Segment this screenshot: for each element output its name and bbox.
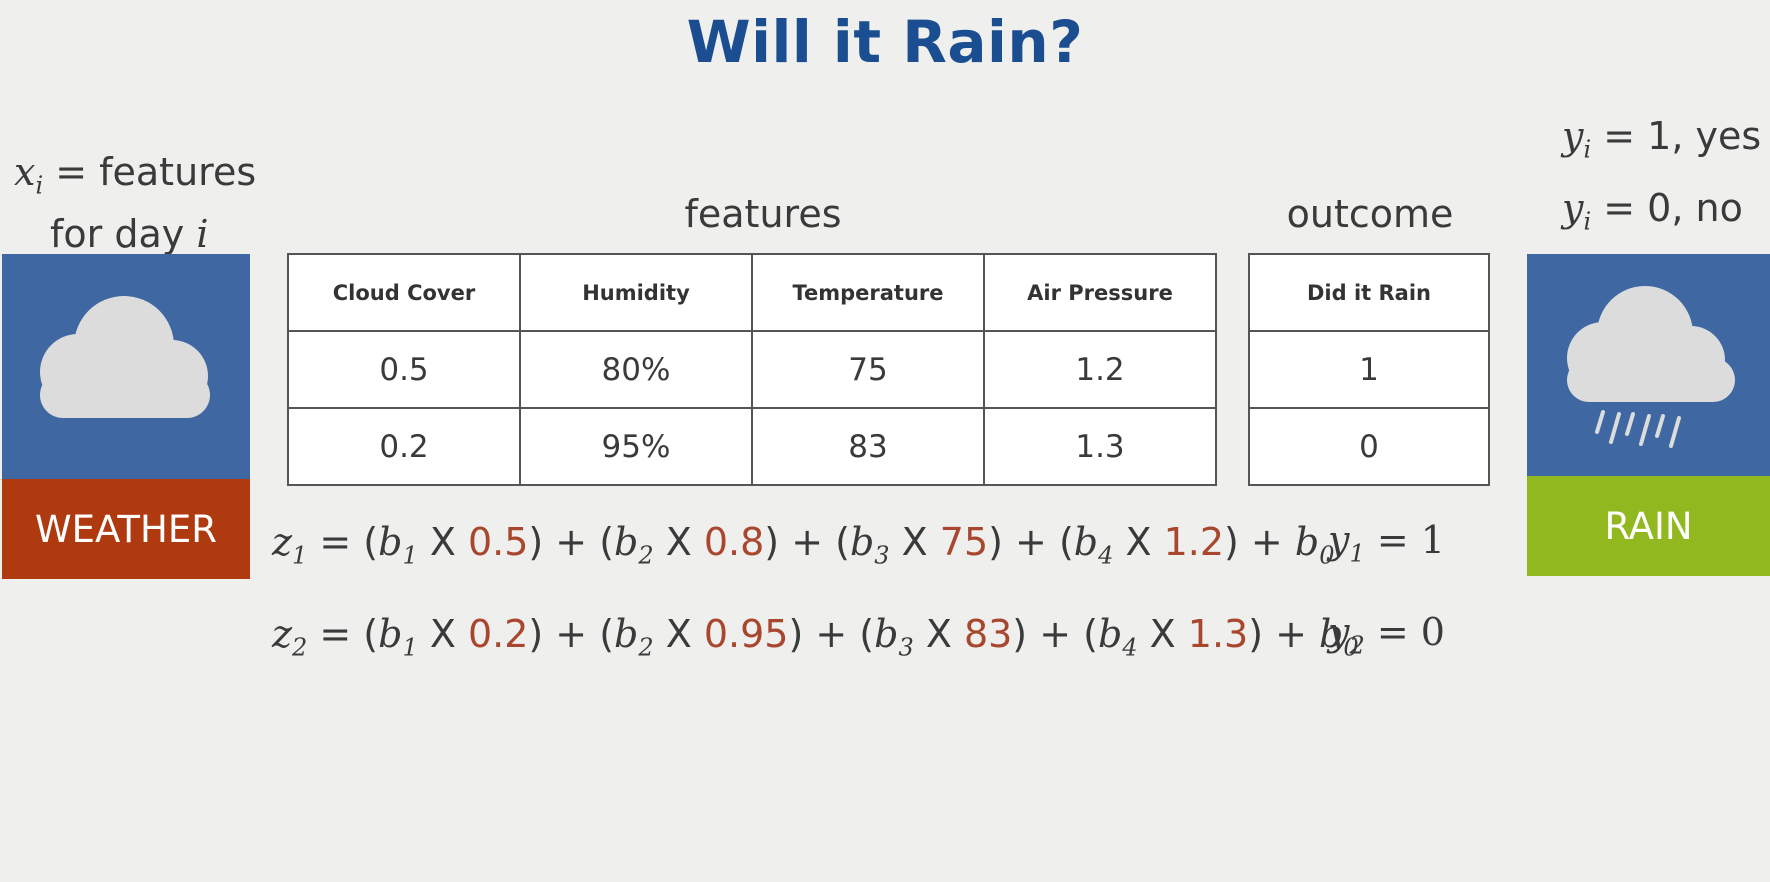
table-cell: 1 [1248,330,1490,409]
x-variable: x [14,150,36,194]
eq-coef: b [378,520,403,564]
rain-label: RAIN [1604,504,1693,548]
header-did-it-rain: Did it Rain [1248,253,1490,332]
cloud-icon [40,296,210,418]
eq-coef-sub: 4 [1122,633,1138,662]
eq-coef: b [614,520,639,564]
y-variable: y [1562,114,1584,158]
eq-lhs-var: z [272,612,293,656]
eq-value: 83 [963,612,1013,656]
eq-bias: b [1294,520,1320,564]
table-cell: 1.2 [983,330,1217,409]
eq-coef: b [1073,520,1099,564]
outcome-definition: yi = 1, yes yi = 0, no [1562,112,1762,245]
header-temperature: Temperature [751,253,985,332]
features-definition: xi = features for day i [14,148,257,258]
eq-coef-sub: 3 [874,541,890,570]
slide-title: Will it Rain? [686,8,1084,76]
eq-y-var: y [1328,610,1350,654]
features-definition-text: = features [55,150,257,194]
weather-label: WEATHER [35,507,217,551]
eq-coef-sub: 4 [1098,541,1114,570]
equation-2-label: y2 = 0 [1328,610,1445,660]
eq-coef-sub: 3 [898,633,914,662]
x-subscript: i [35,171,44,200]
eq-value: 0.5 [467,520,529,564]
eq-coef-sub: 1 [402,541,418,570]
table-row: 0.5 80% 75 1.2 [287,330,1217,409]
outcome-header-row: Did it Rain [1248,253,1490,332]
for-day-text: for day [50,211,197,256]
eq-y-sub: 2 [1349,631,1365,660]
header-humidity: Humidity [519,253,753,332]
no-definition-text: = 0, no [1603,185,1743,230]
eq-coef-sub: 1 [402,633,418,662]
eq-y-value: 1 [1420,518,1445,562]
weather-panel [2,254,250,479]
equation-1: z1 = (b1 X 0.5) + (b2 X 0.8) + (b3 X 75)… [272,520,1335,570]
eq-y-value: 0 [1420,610,1445,654]
eq-coef: b [614,612,639,656]
eq-bias-sub: 0 [1343,633,1359,662]
features-table: Cloud Cover Humidity Temperature Air Pre… [287,253,1217,486]
eq-coef-sub: 2 [638,541,654,570]
table-cell: 95% [519,407,753,486]
outcome-table: Did it Rain 1 0 [1248,253,1490,486]
yes-definition-text: = 1, yes [1603,114,1762,158]
eq-lhs-var: z [272,520,293,564]
eq-coef: b [1097,612,1123,656]
eq-value: 75 [939,520,989,564]
day-variable: i [196,211,209,256]
eq-lhs-sub: 2 [292,633,308,662]
y-subscript: i [1583,135,1592,164]
eq-y-var: y [1328,518,1350,562]
y-subscript: i [1583,207,1592,236]
table-cell: 0.5 [287,330,521,409]
eq-value: 0.2 [467,612,529,656]
equation-1-label: y1 = 1 [1328,518,1445,568]
table-cell: 1.3 [983,407,1217,486]
header-cloud-cover: Cloud Cover [287,253,521,332]
features-heading: features [684,192,842,236]
eq-bias-sub: 0 [1319,541,1335,570]
equation-2: z2 = (b1 X 0.2) + (b2 X 0.95) + (b3 X 83… [272,612,1359,662]
eq-value: 1.3 [1187,612,1249,656]
eq-value: 0.95 [703,612,789,656]
features-header-row: Cloud Cover Humidity Temperature Air Pre… [287,253,1217,332]
eq-value: 0.8 [703,520,765,564]
table-cell: 83 [751,407,985,486]
eq-coef-sub: 2 [638,633,654,662]
eq-coef: b [849,520,875,564]
weather-label-bar: WEATHER [2,479,250,579]
outcome-heading: outcome [1286,192,1454,236]
eq-lhs-sub: 1 [292,541,308,570]
table-cell: 0.2 [287,407,521,486]
eq-y-sub: 1 [1349,539,1365,568]
table-cell: 75 [751,330,985,409]
eq-coef: b [874,612,899,656]
eq-coef: b [378,612,403,656]
table-cell: 80% [519,330,753,409]
table-row: 1 [1248,330,1490,409]
table-row: 0 [1248,407,1490,486]
eq-bias: b [1319,612,1344,656]
header-air-pressure: Air Pressure [983,253,1217,332]
rain-panel [1527,254,1770,476]
eq-value: 1.2 [1163,520,1225,564]
rain-label-bar: RAIN [1527,476,1770,576]
table-cell: 0 [1248,407,1490,486]
y-variable: y [1562,185,1584,230]
table-row: 0.2 95% 83 1.3 [287,407,1217,486]
rain-cloud-icon [1567,286,1735,448]
